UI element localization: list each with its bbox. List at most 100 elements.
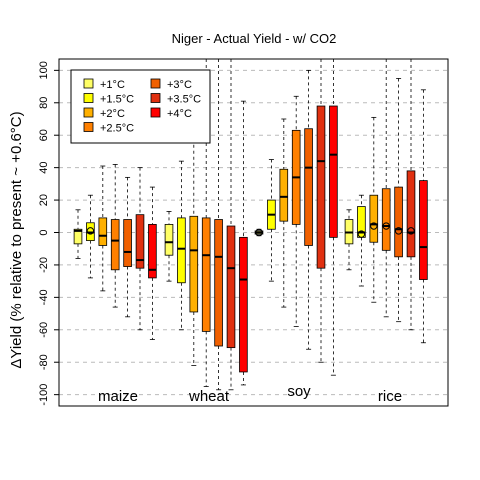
mean-marker: [357, 230, 366, 238]
mean-marker: [255, 228, 263, 237]
box-iqr: [123, 219, 132, 267]
mean-marker: [370, 222, 378, 230]
legend-label: +4°C: [167, 108, 192, 120]
box-maize-6: [135, 167, 145, 331]
box-soy-3: [279, 118, 289, 308]
legend-swatch: [83, 78, 94, 89]
legend-swatch: [150, 78, 161, 89]
box-iqr: [214, 219, 223, 347]
group-labels: maize wheat soy rice: [98, 383, 402, 405]
box-iqr: [239, 236, 248, 373]
group-label-maize: maize: [98, 388, 138, 405]
box-iqr: [135, 214, 145, 269]
y-tick-label: -40: [38, 289, 50, 305]
box-soy-1: [254, 228, 264, 237]
plot-frame: [58, 58, 449, 407]
box-iqr: [73, 228, 83, 245]
legend-box: [70, 69, 211, 144]
box-wheat-7: [239, 100, 248, 386]
group-label-rice: rice: [378, 388, 402, 405]
box-iqr: [419, 180, 428, 280]
y-tick-label: -80: [38, 354, 50, 370]
box-iqr: [189, 215, 199, 313]
y-tick-label: -60: [38, 322, 50, 338]
box-rice-4: [381, 58, 391, 318]
y-tick-label: 0: [38, 229, 50, 235]
y-tick-label: 80: [38, 97, 50, 109]
y-axis: -100 -80 -60 -40 -20 0 20 40 60 80 100: [38, 61, 60, 406]
group-maize: [73, 163, 157, 340]
box-iqr: [148, 223, 157, 279]
box-wheat-5: [214, 58, 223, 391]
y-tick-label: 60: [38, 129, 50, 141]
box-iqr: [381, 188, 391, 251]
box-iqr: [406, 170, 416, 258]
y-tick-label: -100: [38, 384, 50, 406]
box-wheat-1: [164, 211, 174, 282]
box-wheat-6: [226, 58, 236, 391]
group-rice: [344, 58, 428, 344]
group-label-soy: soy: [287, 383, 311, 400]
box-soy-4: [291, 95, 301, 327]
legend-swatch: [83, 93, 94, 103]
box-maize-3: [98, 165, 108, 292]
box-iqr: [201, 217, 211, 332]
legend-label: +3.5°C: [167, 94, 201, 106]
mean-marker: [86, 227, 95, 235]
legend-item: +2°C: [83, 107, 125, 120]
legend-label: +3°C: [167, 79, 192, 91]
mean-marker: [394, 227, 403, 235]
legend-item: +2.5°C: [83, 122, 134, 135]
y-axis-label: ΔYield (% relative to present ~ +0.6°C): [8, 111, 25, 368]
legend-label: +1°C: [100, 79, 125, 91]
box-maize-4: [110, 163, 120, 308]
box-iqr: [394, 186, 403, 258]
box-iqr: [226, 225, 236, 349]
box-iqr: [369, 194, 379, 243]
legend-swatch: [150, 93, 161, 103]
group-label-wheat: wheat: [188, 388, 230, 405]
legend-label: +2.5°C: [100, 123, 134, 135]
legend-swatch: [83, 122, 94, 132]
legend-swatch: [150, 107, 161, 118]
box-iqr: [279, 168, 289, 222]
legend-label: +2°C: [100, 108, 125, 120]
box-iqr: [177, 217, 186, 284]
box-maize-5: [123, 176, 132, 318]
legend-item: +3°C: [150, 78, 192, 91]
y-tick-label: -20: [38, 257, 50, 273]
box-maize-2: [86, 194, 95, 279]
box-soy-7: [329, 58, 338, 376]
y-tick-label: 100: [38, 61, 50, 79]
legend-item: +3.5°C: [150, 93, 201, 106]
legend-item: +1°C: [83, 78, 125, 91]
chart-title: Niger - Actual Yield - w/ CO2: [172, 31, 337, 46]
box-maize-7: [148, 186, 157, 340]
box-maize-1: [73, 209, 83, 259]
legend-item: +1.5°C: [83, 93, 134, 106]
box-iqr: [304, 128, 313, 246]
box-rice-1: [344, 209, 354, 271]
y-tick-label: 20: [38, 194, 50, 206]
box-rice-2: [357, 194, 366, 287]
box-iqr: [164, 223, 174, 256]
box-soy-5: [304, 69, 313, 350]
box-wheat-2: [177, 160, 186, 331]
legend-swatch: [83, 107, 94, 118]
legend-item: +4°C: [150, 107, 192, 120]
box-rice-6: [406, 58, 416, 331]
mean-marker: [407, 227, 415, 235]
legend-label: +1.5°C: [100, 94, 134, 106]
legend: +1°C +1.5°C +2°C +2.5°C +3°C +3.5°C +4°C: [70, 69, 211, 144]
mean-marker: [382, 222, 390, 230]
box-iqr: [110, 219, 120, 271]
box-soy-6: [316, 58, 326, 363]
box-rice-3: [369, 116, 379, 303]
group-soy: [254, 58, 338, 376]
box-rice-7: [419, 89, 428, 344]
y-tick-label: 40: [38, 162, 50, 174]
box-iqr: [316, 105, 326, 269]
box-iqr: [329, 105, 338, 238]
box-rice-5: [394, 78, 403, 323]
